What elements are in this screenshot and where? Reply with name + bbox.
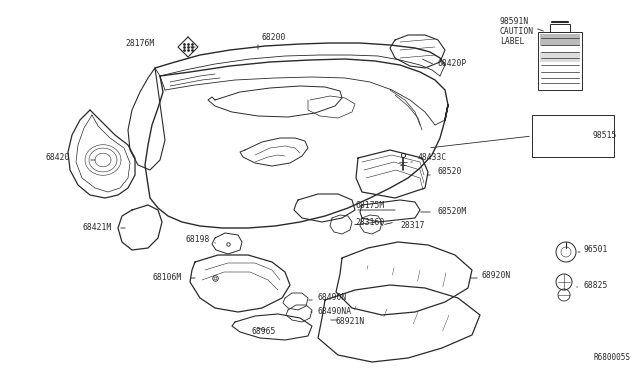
Text: 68106M: 68106M bbox=[153, 273, 182, 282]
Bar bbox=[540, 34, 580, 46]
Text: 68198: 68198 bbox=[186, 235, 210, 244]
Text: 68921N: 68921N bbox=[336, 317, 365, 327]
Text: 96501: 96501 bbox=[583, 244, 607, 253]
Bar bbox=[538, 32, 582, 90]
Text: 48433C: 48433C bbox=[418, 154, 447, 163]
Text: 68965: 68965 bbox=[252, 327, 276, 337]
Text: 68520: 68520 bbox=[438, 167, 462, 176]
Text: 68825: 68825 bbox=[583, 282, 607, 291]
Text: R680005S: R680005S bbox=[593, 353, 630, 362]
Text: CAUTION: CAUTION bbox=[500, 28, 534, 36]
Text: 68420P: 68420P bbox=[438, 58, 467, 67]
Text: 28176M: 28176M bbox=[125, 38, 155, 48]
Bar bbox=[550, 24, 570, 32]
Text: 68420: 68420 bbox=[45, 154, 70, 163]
Text: 68520M: 68520M bbox=[438, 208, 467, 217]
Bar bbox=[532, 115, 614, 157]
Text: 28316Q: 28316Q bbox=[355, 218, 384, 227]
Text: 98515: 98515 bbox=[593, 131, 617, 141]
Text: 68421M: 68421M bbox=[83, 224, 112, 232]
Text: 28317: 28317 bbox=[400, 221, 424, 230]
Text: 68490N: 68490N bbox=[318, 294, 348, 302]
Text: 68200: 68200 bbox=[262, 33, 286, 42]
Text: 68175M: 68175M bbox=[355, 201, 384, 209]
Text: 68920N: 68920N bbox=[482, 270, 511, 279]
Text: 98591N: 98591N bbox=[500, 17, 529, 26]
Text: LABEL: LABEL bbox=[500, 38, 524, 46]
Text: 68490NA: 68490NA bbox=[318, 308, 352, 317]
Bar bbox=[540, 52, 580, 62]
